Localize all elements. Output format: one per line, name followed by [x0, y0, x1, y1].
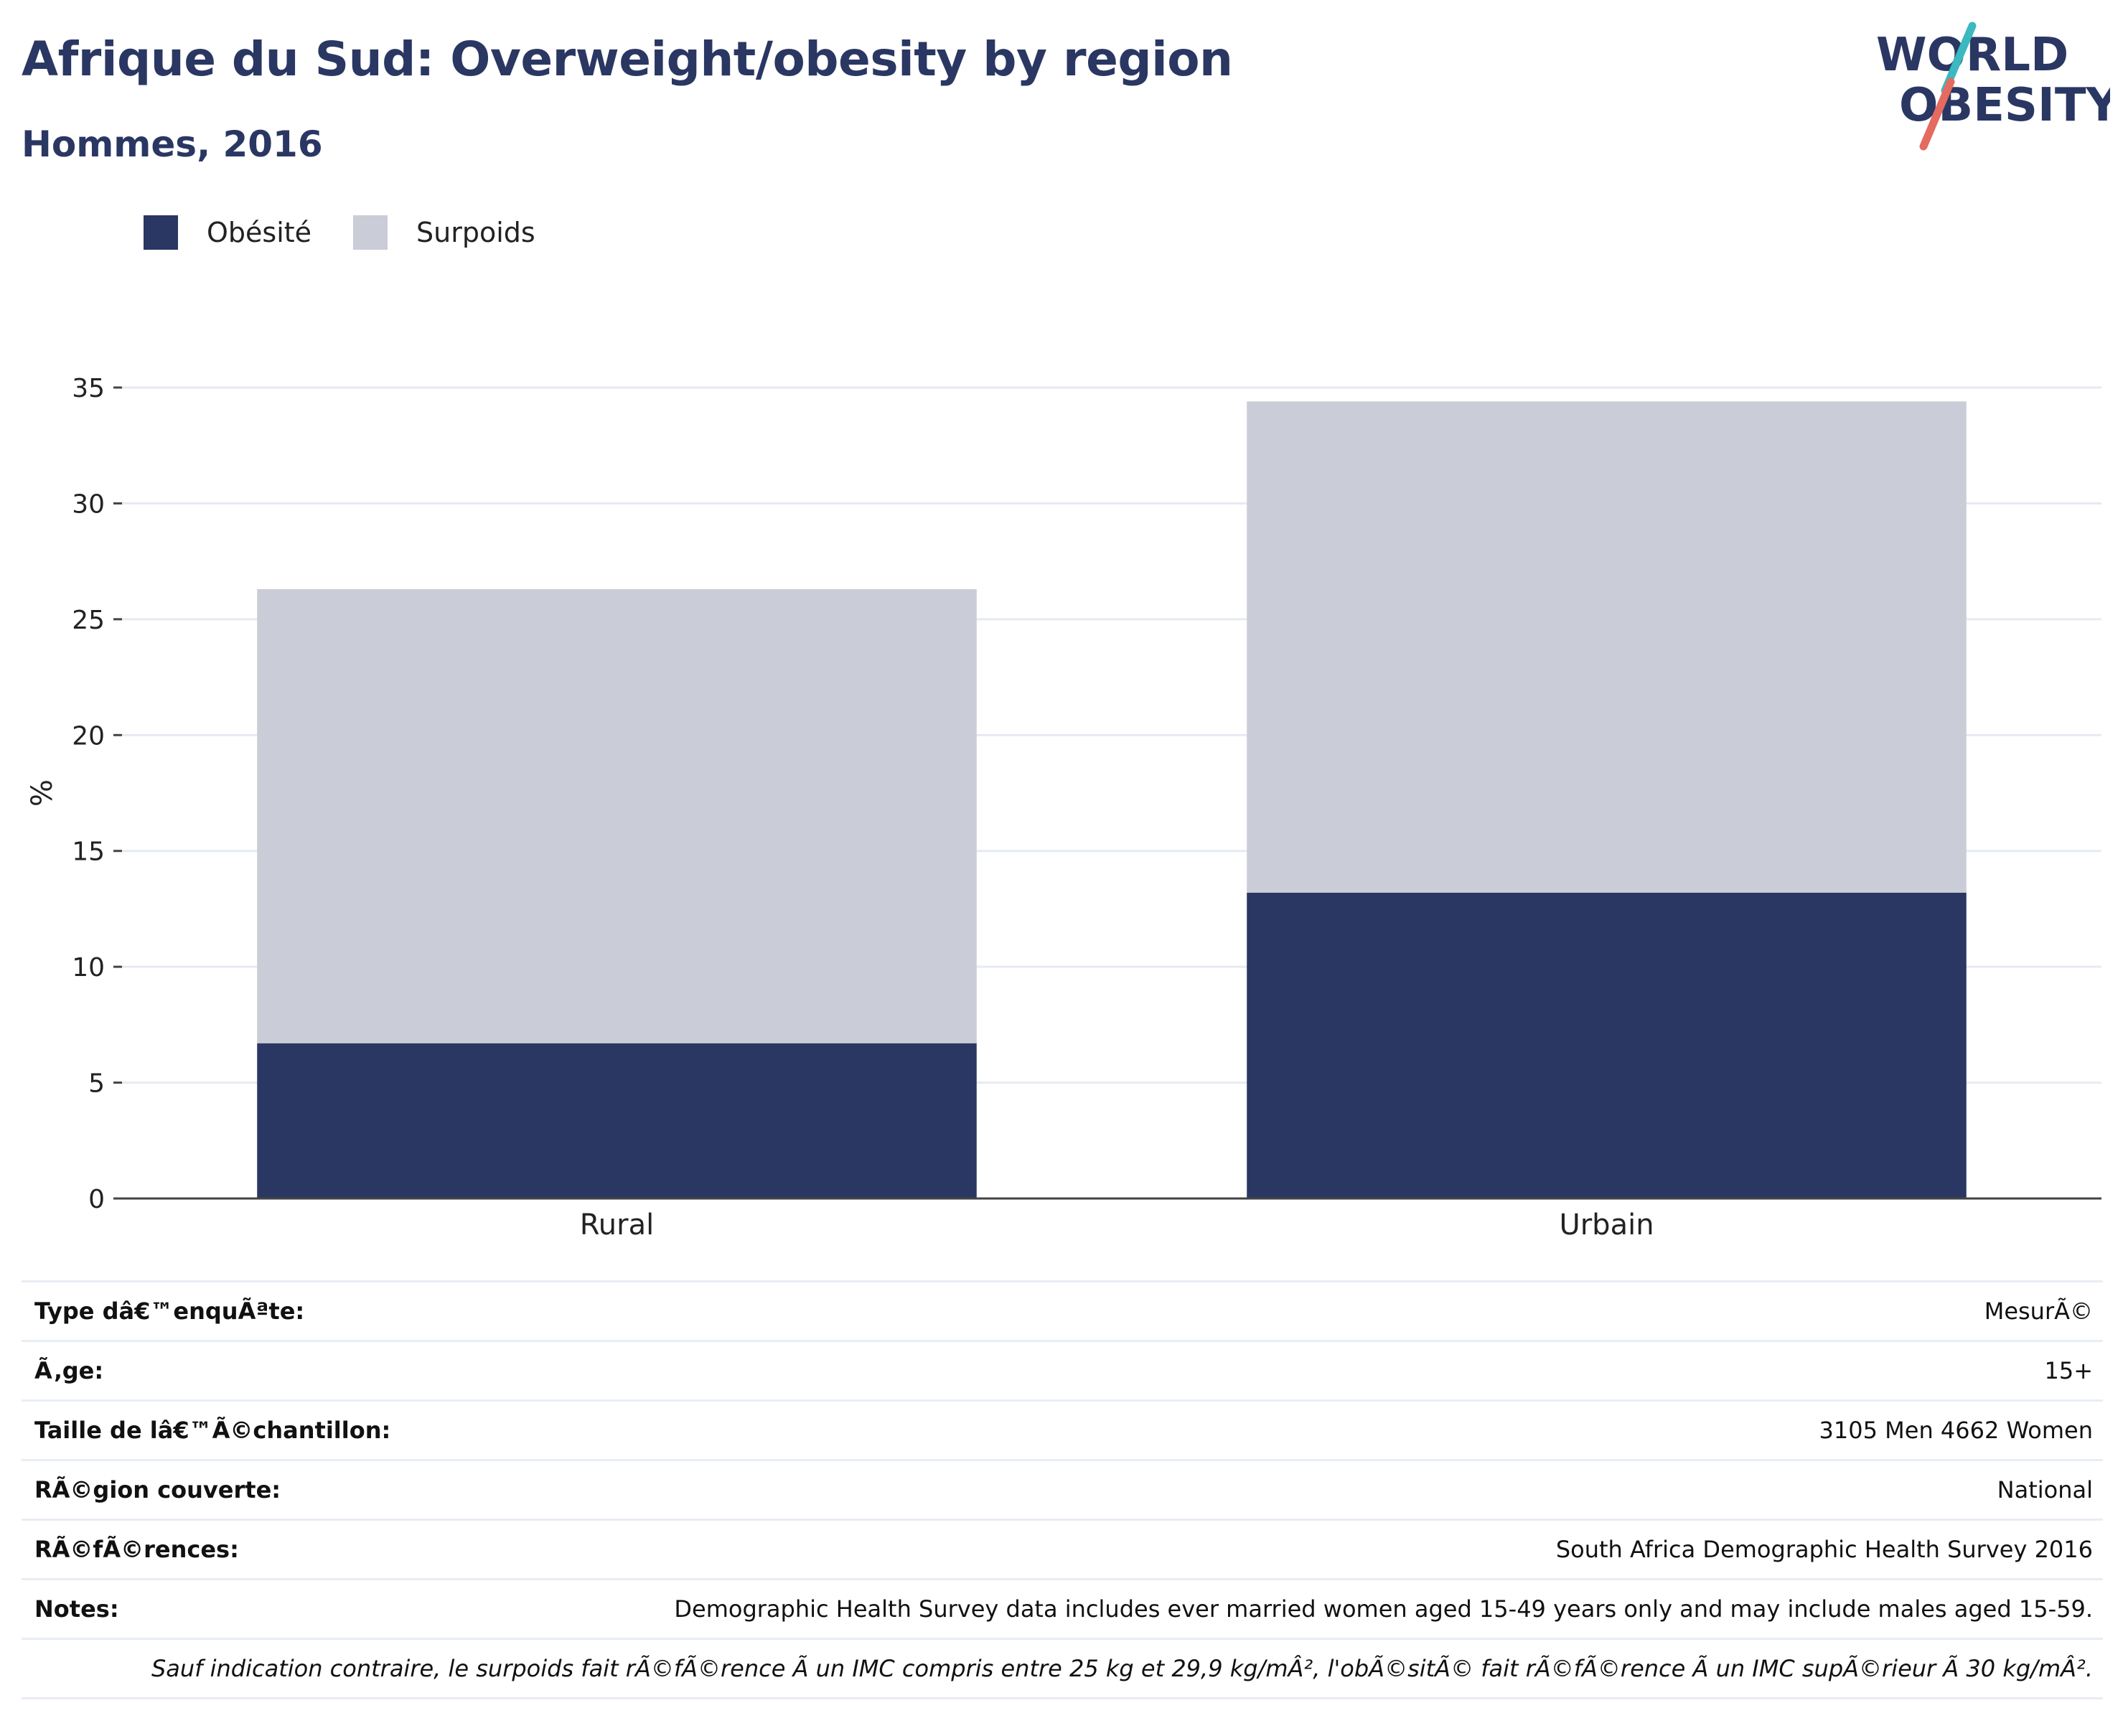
info-row-notes: Notes: Demographic Health Survey data in… — [22, 1580, 2103, 1640]
info-label: Taille de lâ€™Ã©chantillon: — [34, 1417, 391, 1444]
y-tick-label: 25 — [72, 606, 105, 635]
bar-urbain-overweight — [1247, 401, 1967, 893]
info-row-region: RÃ©gion couverte: National — [22, 1461, 2103, 1521]
info-row-references: RÃ©fÃ©rences: South Africa Demographic H… — [22, 1521, 2103, 1580]
y-tick-label: 30 — [72, 489, 105, 519]
legend-item-obesity[interactable]: Obésité — [144, 215, 311, 250]
info-label: RÃ©fÃ©rences: — [34, 1536, 239, 1563]
logo-stripe-coral — [1919, 78, 1955, 151]
legend-label-obesity: Obésité — [207, 217, 312, 248]
y-tick-label: 20 — [72, 721, 105, 751]
x-tick-label: Rural — [580, 1209, 654, 1242]
legend-swatch-obesity — [144, 215, 178, 250]
legend-swatch-overweight — [353, 215, 388, 250]
info-value: 15+ — [2044, 1357, 2093, 1384]
info-label: Ã‚ge: — [34, 1357, 104, 1384]
bar-rural-obesity — [257, 1043, 977, 1198]
survey-info-table: Type dâ€™enquÃªte: MesurÃ© Ã‚ge: 15+ Tai… — [22, 1280, 2103, 1699]
legend-label-overweight: Surpoids — [416, 217, 535, 248]
info-label: Notes: — [34, 1595, 119, 1623]
info-value: National — [1997, 1476, 2093, 1503]
page-title: Afrique du Sud: Overweight/obesity by re… — [22, 32, 1233, 87]
info-label: RÃ©gion couverte: — [34, 1476, 281, 1503]
world-obesity-logo: WORLD OBESITY — [1876, 22, 2110, 151]
bar-chart: 0 5 10 15 20 25 30 35% Rural Urbain — [26, 374, 2101, 1242]
definition-footnote: Sauf indication contraire, le surpoids f… — [151, 1655, 2093, 1682]
info-row-age: Ã‚ge: 15+ — [22, 1342, 2103, 1402]
info-value: Demographic Health Survey data includes … — [674, 1595, 2093, 1623]
info-value: MesurÃ© — [1984, 1298, 2093, 1325]
y-tick-label: 15 — [72, 837, 105, 867]
info-label: Type dâ€™enquÃªte: — [34, 1298, 305, 1325]
x-tick-label: Urbain — [1559, 1209, 1654, 1242]
chart-legend: Obésité Surpoids — [144, 212, 577, 253]
info-row-sample-size: Taille de lâ€™Ã©chantillon: 3105 Men 466… — [22, 1402, 2103, 1461]
info-value: South Africa Demographic Health Survey 2… — [1555, 1536, 2093, 1563]
bar-rural-overweight — [257, 588, 977, 1043]
y-axis-title: % — [26, 779, 59, 807]
y-tick-label: 35 — [72, 374, 105, 403]
y-tick-label: 0 — [88, 1185, 105, 1214]
info-row-survey-type: Type dâ€™enquÃªte: MesurÃ© — [22, 1282, 2103, 1342]
info-row-footnote: Sauf indication contraire, le surpoids f… — [22, 1640, 2103, 1699]
info-value: 3105 Men 4662 Women — [1819, 1417, 2093, 1444]
y-tick-label: 10 — [72, 953, 105, 982]
bar-urbain-obesity — [1247, 892, 1967, 1198]
legend-item-overweight[interactable]: Surpoids — [353, 215, 535, 250]
page-subtitle: Hommes, 2016 — [22, 123, 323, 165]
logo-text-world: WORLD — [1876, 29, 2068, 82]
y-tick-label: 5 — [88, 1069, 105, 1099]
